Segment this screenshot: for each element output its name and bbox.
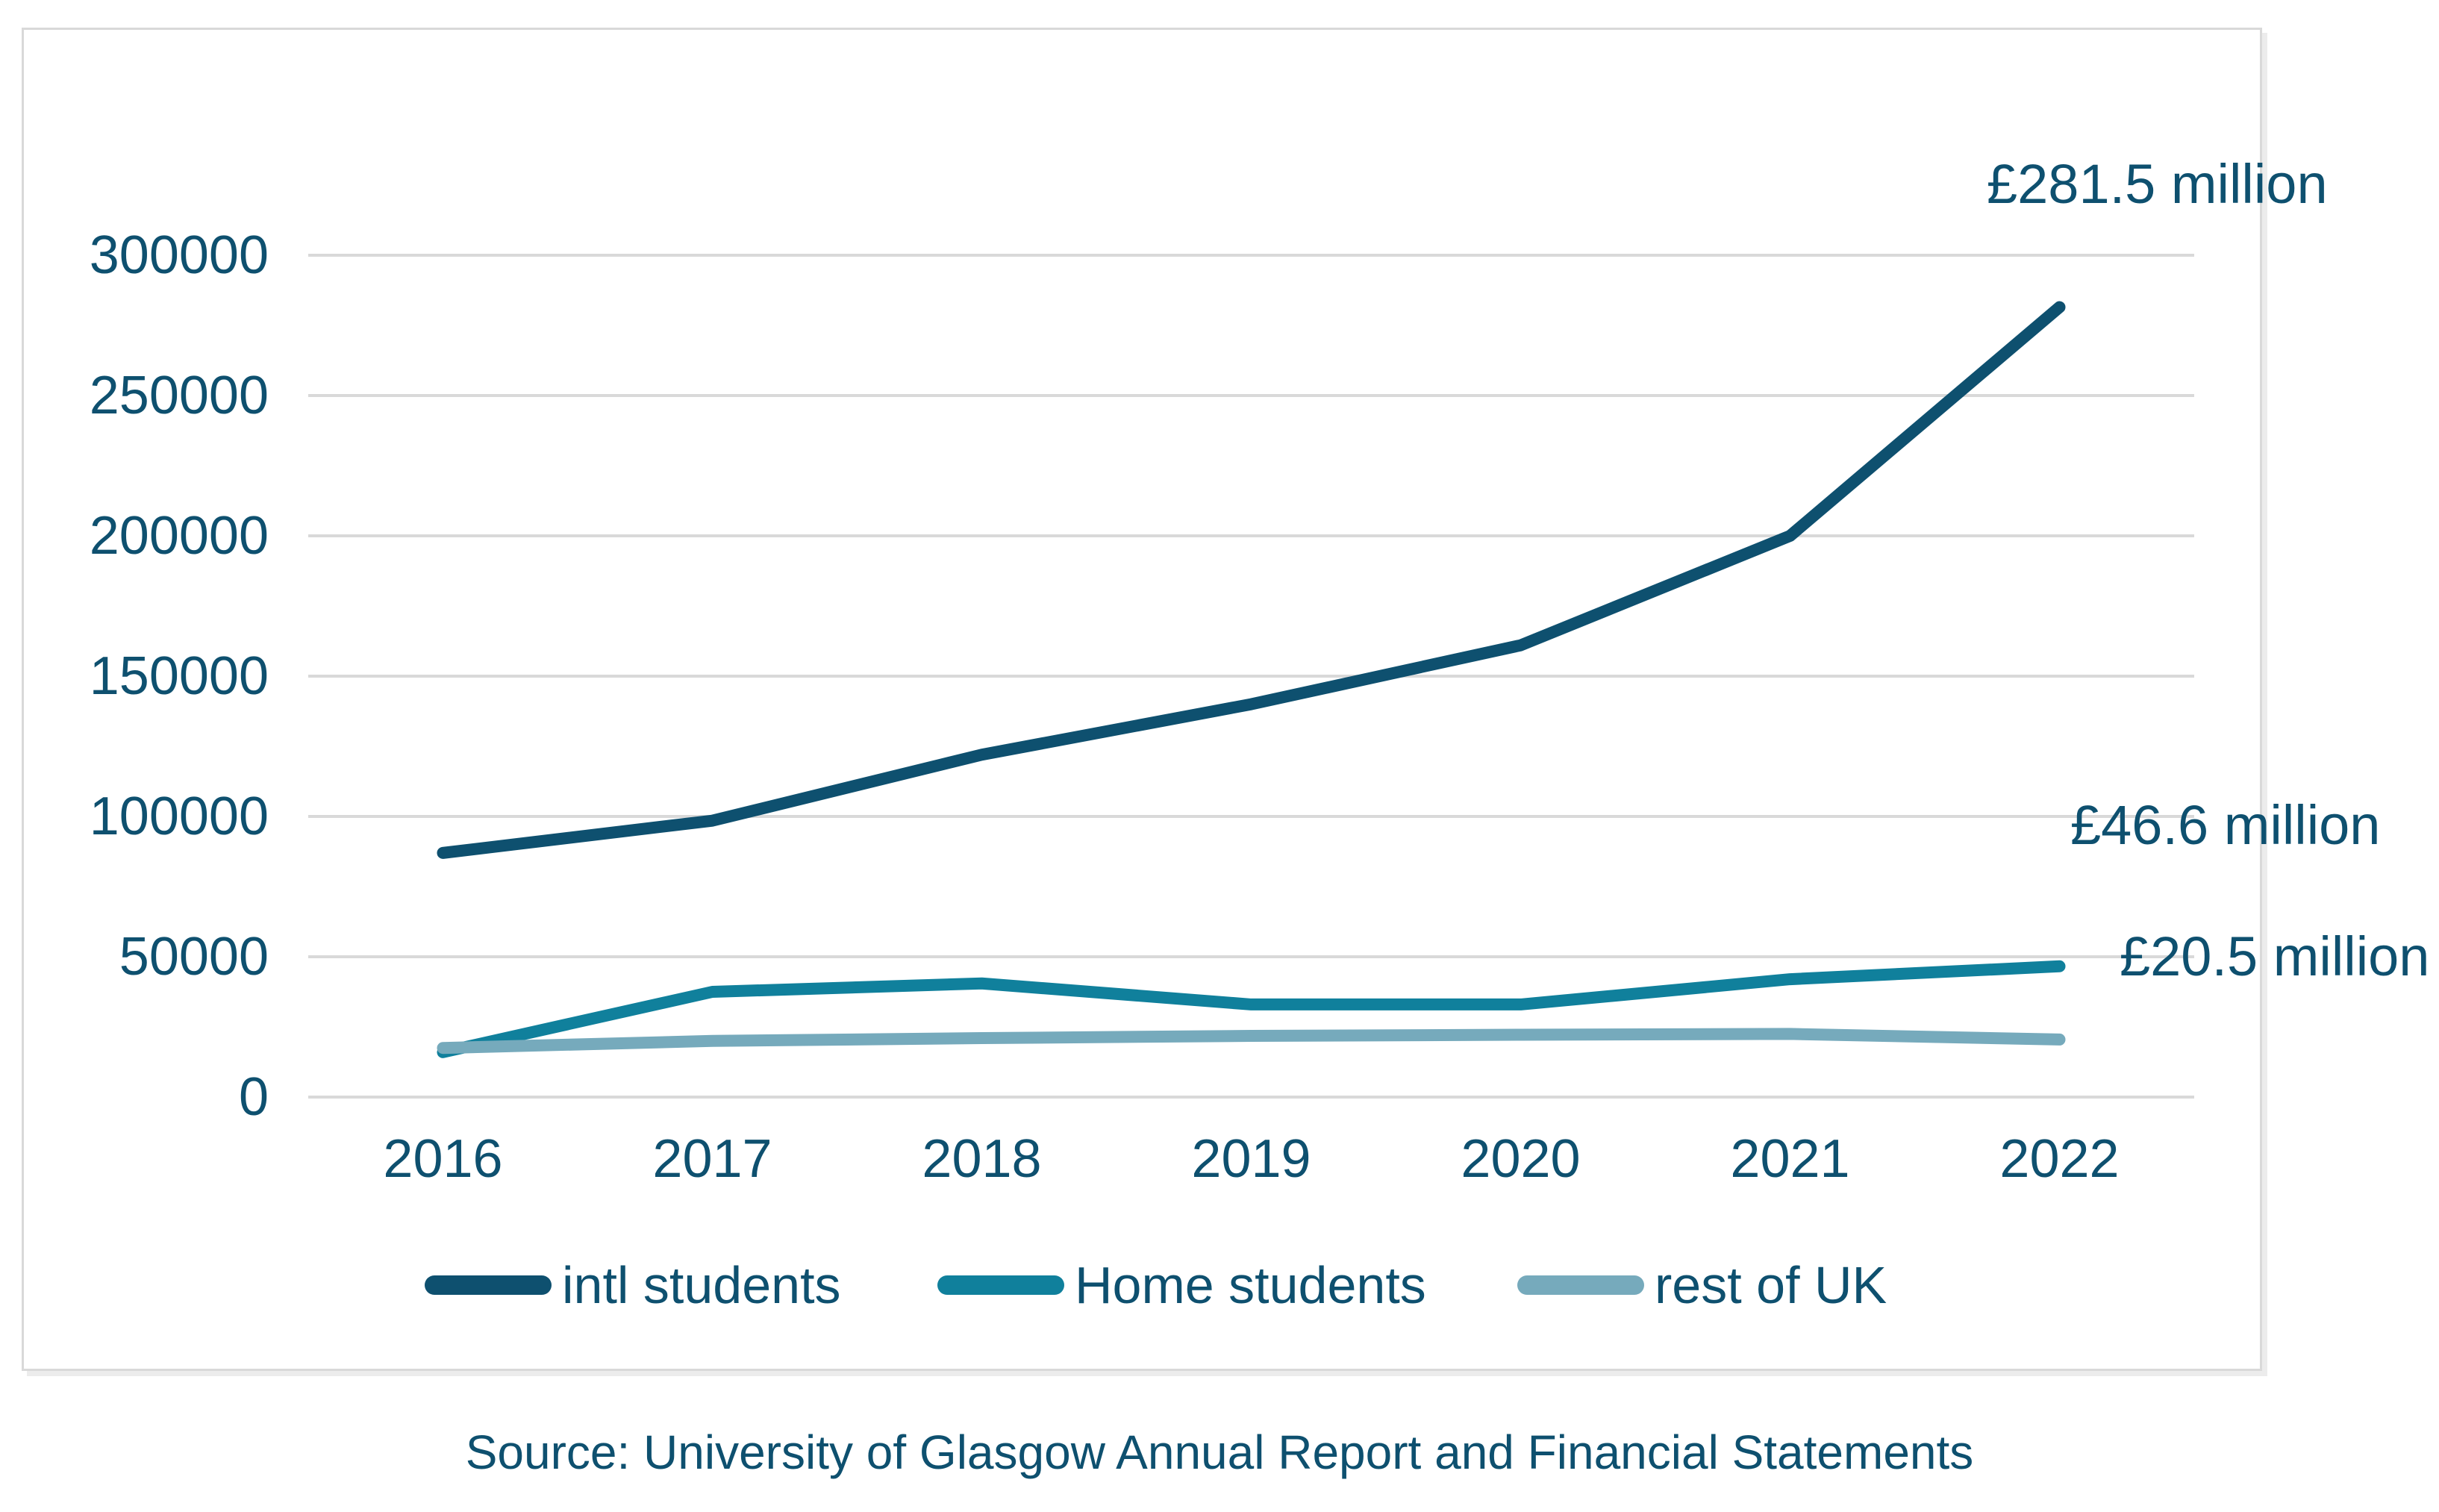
legend-swatch-icon [425,1275,552,1295]
y-axis-label: 50000 [119,927,269,987]
chart-frame [22,28,2262,1371]
x-axis-label: 2019 [1191,1129,1311,1189]
x-axis-label: 2022 [1999,1129,2120,1189]
legend-swatch-icon [937,1275,1064,1295]
x-axis-label: 2020 [1461,1129,1581,1189]
x-axis-label: 2021 [1730,1129,1850,1189]
series-line-rest-of-uk [437,1028,2066,1055]
series-line-intl-students [437,301,2066,859]
x-axis-label: 2017 [652,1129,772,1189]
y-axis-label: 300000 [89,225,269,285]
y-axis-label: 250000 [89,366,269,425]
annotation-2: £46.6 million [2070,794,2381,856]
series-line-home-students [437,960,2066,1058]
source-text: Source: University of Glasgow Annual Rep… [465,1425,1974,1479]
annotation-3: £20.5 million [2120,925,2430,987]
legend-label: Home students [1075,1256,1426,1314]
y-axis-label: 200000 [89,506,269,566]
y-axis-label: 100000 [89,787,269,846]
x-axis-label: 2016 [383,1129,503,1189]
legend-item-rest-of-uk: rest of UK [1517,1259,1887,1311]
annotation-1: £281.5 million [1987,153,2328,215]
y-axis-label: 0 [238,1067,269,1127]
legend-label: rest of UK [1655,1256,1887,1314]
legend-swatch-icon [1517,1275,1644,1295]
legend-label: intl students [562,1256,841,1314]
y-axis-label: 150000 [89,646,269,706]
x-axis-label: 2018 [922,1129,1042,1189]
legend-item-home-students: Home students [937,1259,1426,1311]
legend-item-intl-students: intl students [425,1259,841,1311]
